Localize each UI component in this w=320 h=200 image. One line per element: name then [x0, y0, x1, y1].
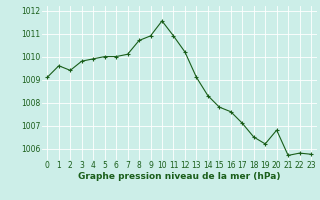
X-axis label: Graphe pression niveau de la mer (hPa): Graphe pression niveau de la mer (hPa) [78, 172, 280, 181]
